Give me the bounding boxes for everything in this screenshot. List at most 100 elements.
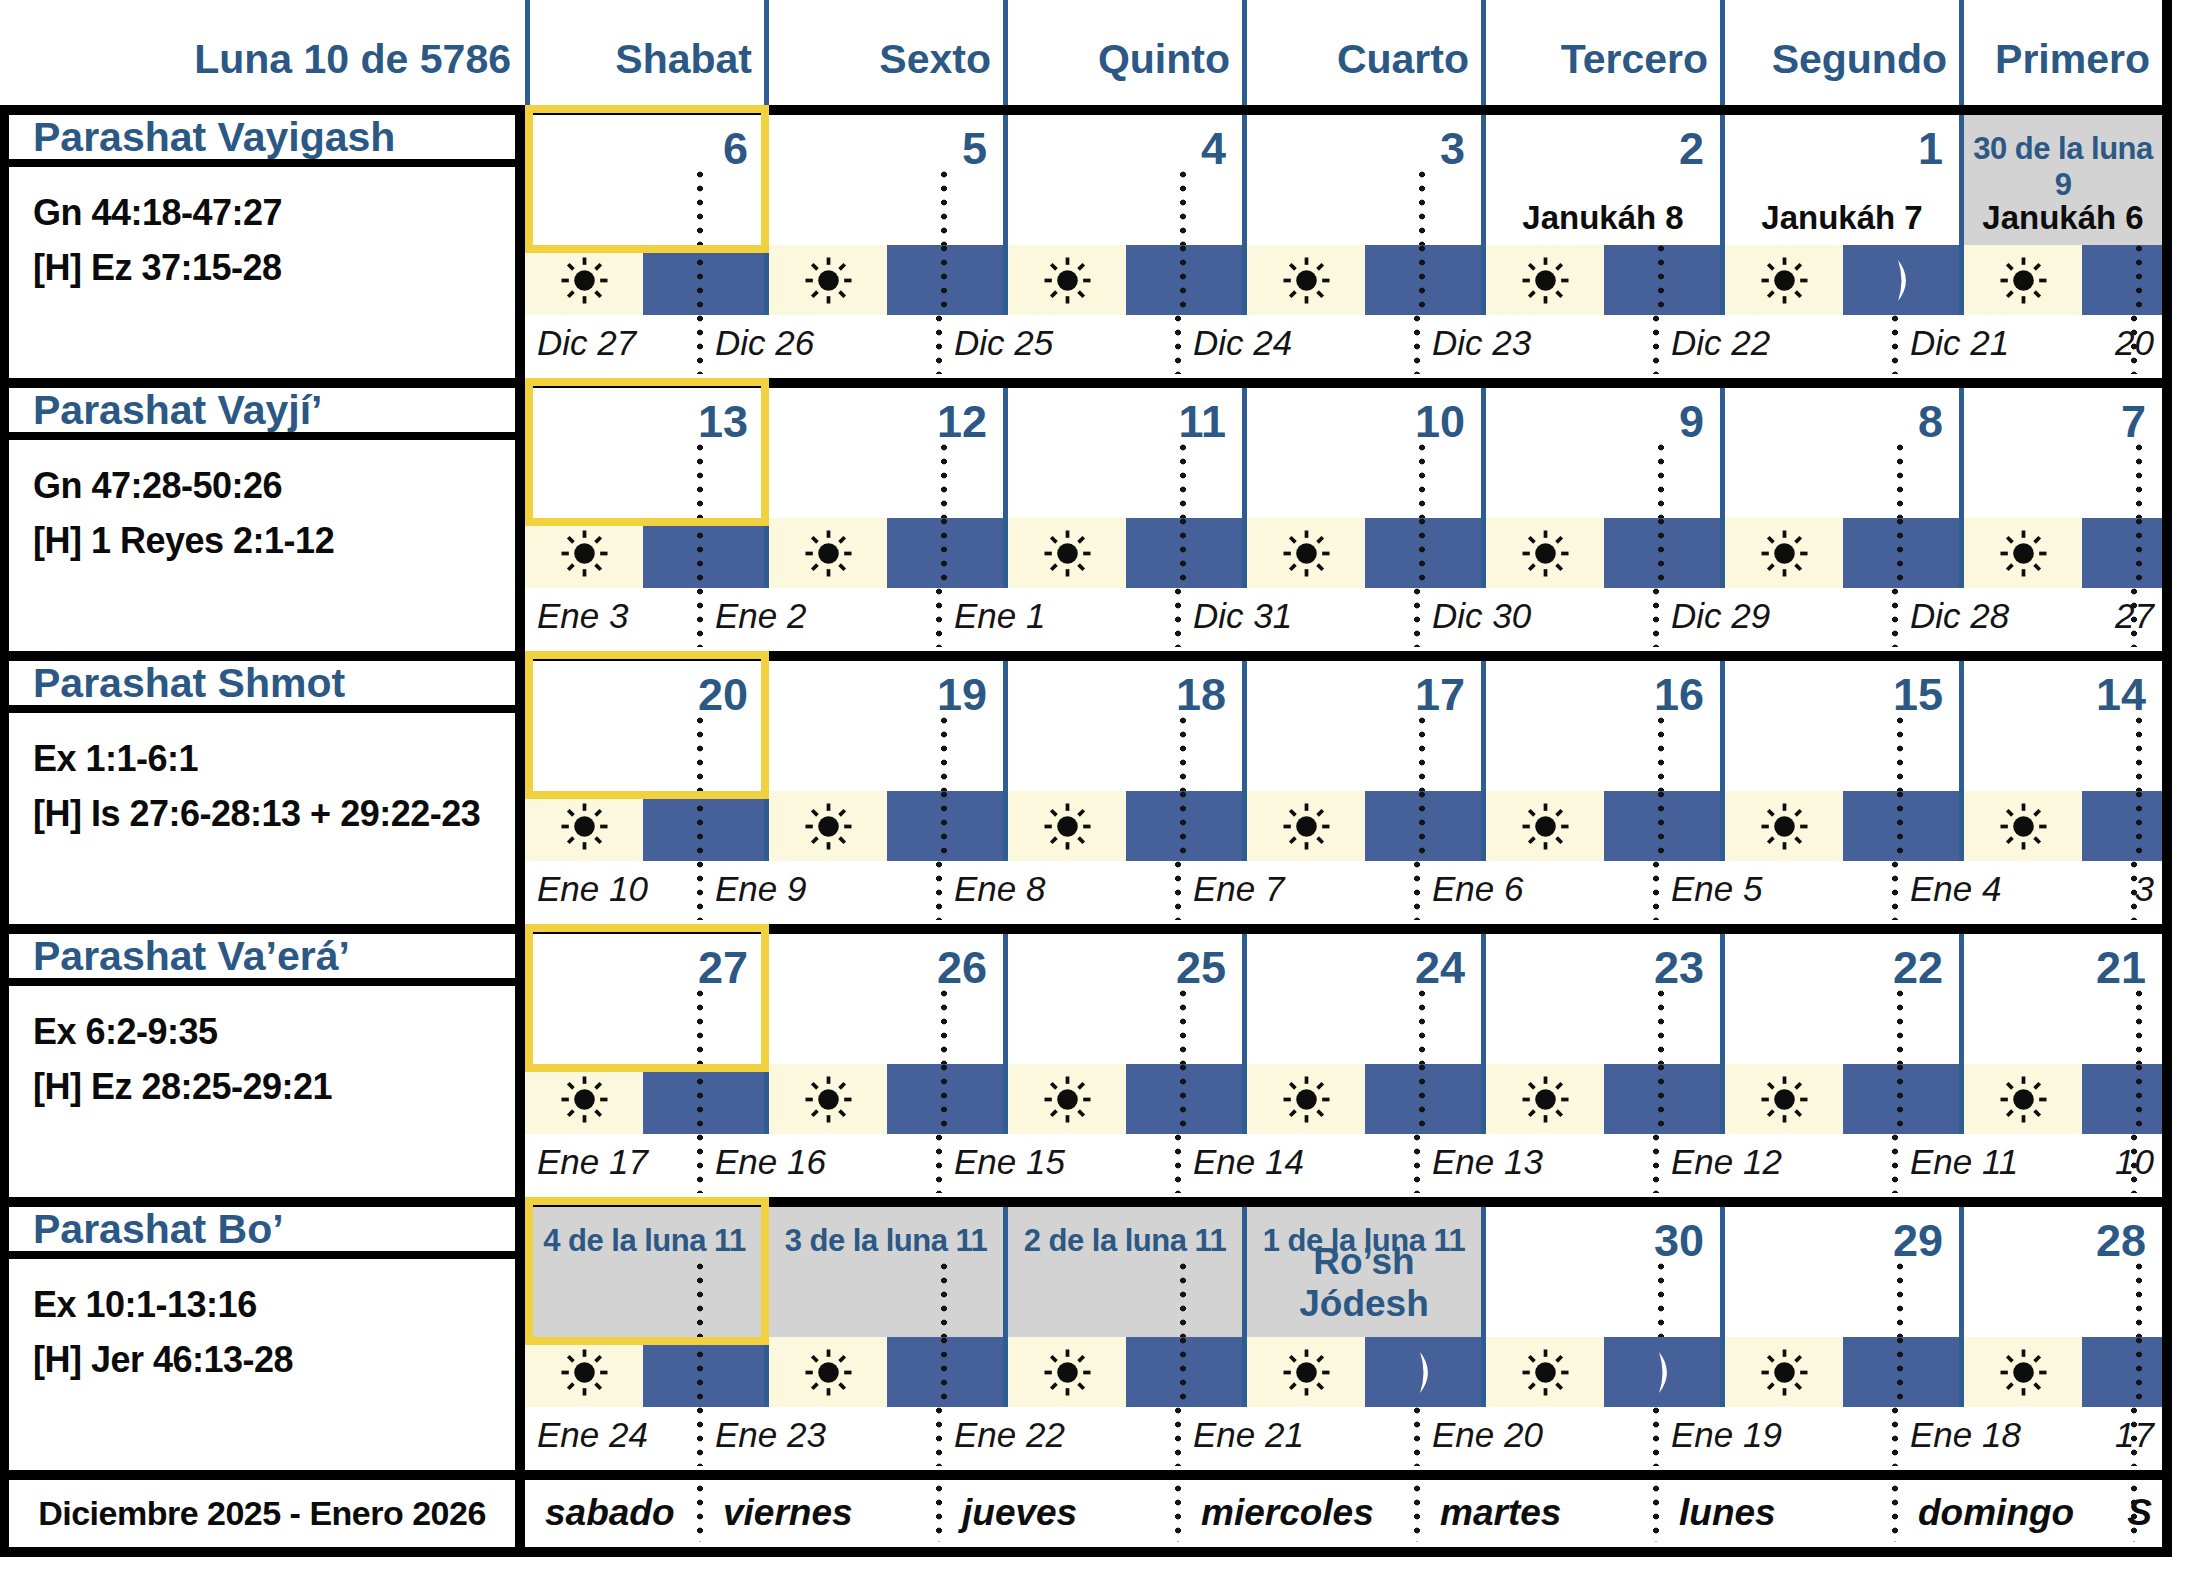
strip-cell (525, 1064, 764, 1134)
day-cell: 28 (1959, 1207, 2162, 1337)
day-cell: 2Janukáh 8 (1481, 115, 1720, 245)
civil-date: Ene 12 (1671, 1142, 1782, 1182)
civil-date: Dic 25 (954, 323, 1053, 363)
day-block (1964, 245, 2082, 315)
sun-icon (561, 1076, 608, 1123)
civil-date: Ene 11 (1910, 1142, 2018, 1182)
midnight-dotted-line (1892, 315, 1898, 374)
week-row: Parashat Vayjí’Gn 47:28-50:26[H] 1 Reyes… (0, 378, 2172, 651)
day-cell: 21 (1959, 934, 2162, 1064)
midnight-dotted-line (1653, 315, 1659, 374)
day-column-header-cuarto: Cuarto (1242, 0, 1481, 105)
midnight-dotted-line (697, 245, 703, 315)
midnight-dotted-line (1897, 1337, 1903, 1407)
sun-icon (805, 530, 852, 577)
strip-cell (1003, 245, 1242, 315)
week-row: Parashat VayigashGn 44:18-47:27[H] Ez 37… (0, 105, 2172, 378)
day-number-row: 65432Janukáh 81Janukáh 730 de la luna 9J… (525, 115, 2162, 245)
day-cell: 3 de la luna 11 (764, 1207, 1003, 1337)
day-column-header-segundo: Segundo (1720, 0, 1959, 105)
day-number: 11 (1008, 388, 1242, 448)
day-cell: 1 de la luna 11Ro’sh Jódesh (1242, 1207, 1481, 1337)
strip-cell (1959, 1337, 2162, 1407)
haftarah-reading: [H] Ez 37:15-28 (33, 240, 515, 295)
midnight-dotted-line (941, 1337, 947, 1407)
sun-icon (2000, 1349, 2047, 1396)
day-block (769, 245, 887, 315)
midnight-dotted-line (1175, 861, 1181, 920)
midnight-dotted-line (936, 315, 942, 374)
day-block (769, 1337, 887, 1407)
day-block (1247, 518, 1365, 588)
parashah-name: Parashat Va’erá’ (9, 934, 515, 986)
midnight-dotted-line (1419, 245, 1425, 315)
day-night-strip (525, 1064, 2162, 1134)
midnight-dotted-line (1414, 1407, 1420, 1466)
midnight-dotted-line (697, 1407, 703, 1466)
midnight-dotted-line (1897, 791, 1903, 861)
midnight-dotted-line (1180, 1064, 1186, 1134)
midnight-dotted-line (1175, 315, 1181, 374)
day-number: 19 (769, 661, 1003, 721)
day-block (1247, 245, 1365, 315)
day-cell: 4 (1003, 115, 1242, 245)
night-block (643, 791, 764, 861)
midnight-dotted-line (2136, 518, 2142, 588)
midnight-dotted-line (936, 1134, 942, 1193)
civil-date: Dic 29 (1671, 596, 1770, 636)
day-number: 27 (525, 934, 764, 994)
moon-icon (1408, 1350, 1438, 1395)
day-block (1486, 1337, 1604, 1407)
day-number: 14 (1964, 661, 2162, 721)
day-cell: 4 de la luna 11 (525, 1207, 764, 1337)
midnight-dotted-line (1180, 1337, 1186, 1407)
parashah-name: Parashat Vayjí’ (9, 388, 515, 440)
sun-icon (561, 803, 608, 850)
weekday-label: domingo (1918, 1492, 2074, 1534)
readings: Gn 47:28-50:26[H] 1 Reyes 2:1-12 (9, 440, 515, 568)
midnight-dotted-line (1175, 1407, 1181, 1466)
moon-icon (1647, 1350, 1677, 1395)
midnight-dotted-line (941, 245, 947, 315)
strip-cell (525, 1337, 764, 1407)
midnight-dotted-line (1892, 1407, 1898, 1466)
midnight-dotted-line (2136, 791, 2142, 861)
midnight-dotted-line (1419, 518, 1425, 588)
midnight-dotted-line (1175, 588, 1181, 647)
day-block (1247, 1337, 1365, 1407)
strip-cell (1720, 791, 1959, 861)
day-cell: 23 (1481, 934, 1720, 1064)
midnight-dotted-line (697, 588, 703, 647)
night-block (643, 1064, 764, 1134)
midnight-dotted-line (2131, 315, 2137, 374)
day-number: 1 (1725, 115, 1959, 175)
midnight-dotted-line (1658, 1263, 1664, 1337)
torah-reading: Ex 6:2-9:35 (33, 1004, 515, 1059)
strip-cell (1481, 1064, 1720, 1134)
midnight-dotted-line (1653, 861, 1659, 920)
day-cell: 17 (1242, 661, 1481, 791)
strip-cell (764, 245, 1003, 315)
day-block (769, 791, 887, 861)
midnight-dotted-line (1414, 315, 1420, 374)
sun-icon (1761, 1349, 1808, 1396)
strip-cell (1003, 1064, 1242, 1134)
strip-cell (525, 791, 764, 861)
civil-date: Ene 21 (1193, 1415, 1304, 1455)
day-number: 15 (1725, 661, 1959, 721)
sun-icon (1044, 1076, 1091, 1123)
day-column-header-sexto: Sexto (764, 0, 1003, 105)
midnight-dotted-line (2136, 990, 2142, 1064)
civil-date: Ene 15 (954, 1142, 1065, 1182)
day-block (1486, 518, 1604, 588)
haftarah-reading: [H] Ez 28:25-29:21 (33, 1059, 515, 1114)
weekday-label: viernes (723, 1492, 853, 1534)
day-number: 4 (1008, 115, 1242, 175)
day-block (1964, 791, 2082, 861)
midnight-dotted-line (1414, 861, 1420, 920)
strip-cell (1959, 245, 2162, 315)
sun-icon (1761, 530, 1808, 577)
midnight-dotted-line (941, 990, 947, 1064)
midnight-dotted-line (941, 717, 947, 791)
parashah-panel: Parashat ShmotEx 1:1-6:1[H] Is 27:6-28:1… (0, 661, 525, 924)
